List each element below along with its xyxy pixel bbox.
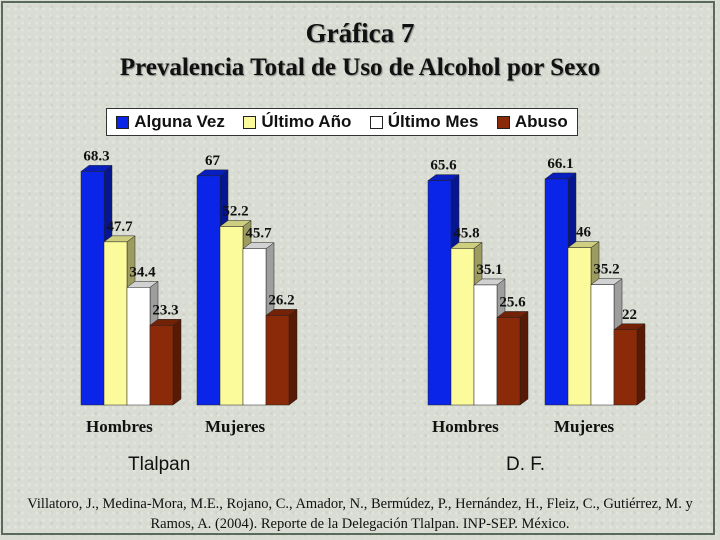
bar-value-label: 67 [205,153,221,169]
bar-value-label: 35.1 [476,262,502,278]
category-label: Hombres [86,417,153,436]
bar-abuso [149,318,182,406]
legend-item-ultimo-ano: Último Año [243,112,351,132]
category-label: Hombres [432,417,499,436]
bar-value-label: 26.2 [268,292,294,308]
category-label: Mujeres [554,417,615,436]
legend-item-ultimo-mes: Último Mes [369,112,479,132]
legend-label: Alguna Vez [134,112,225,131]
bar-value-label: 25.6 [499,294,526,310]
chart-subtitle: Prevalencia Total de Uso de Alcohol por … [119,54,601,81]
bar-abuso [496,310,529,406]
category-label: Mujeres [205,417,266,436]
bar-value-label: 23.3 [152,302,178,318]
group-label-tlalpan: Tlalpan [128,454,191,475]
bar-abuso [613,323,646,406]
legend-item-alguna-vez: Alguna Vez [116,112,225,132]
bar-value-label: 34.4 [129,264,156,280]
bar-value-label: 45.8 [453,225,479,241]
bar-value-label: 68.3 [83,148,109,164]
legend-swatch-alguna-vez [116,115,130,129]
legend-label: Último Año [261,112,352,131]
legend-swatch-abuso [496,115,510,129]
bar-value-label: 46 [576,225,592,241]
group-label-df: D. F. [506,454,546,475]
chart-title: Gráfica 7 [305,18,415,48]
bar-abuso [265,308,298,406]
legend-label: Último Mes [387,112,479,131]
bar-value-label: 22 [622,307,637,323]
bar-value-label: 66.1 [547,156,573,172]
legend-swatch-ultimo-mes [369,115,383,129]
legend-item-abuso: Abuso [496,112,568,132]
source-citation: Villatoro, J., Medina-Mora, M.E., Rojano… [27,496,693,532]
bar-value-label: 65.6 [430,158,457,174]
legend-swatch-ultimo-ano [243,115,257,129]
bar-value-label: 35.2 [593,262,619,278]
legend: Alguna Vez Último Año Último Mes Abuso [106,108,578,136]
legend-label: Abuso [514,112,568,131]
bar-value-label: 45.7 [245,226,272,242]
bar-value-label: 52.2 [222,203,248,219]
bar-value-label: 47.7 [106,219,133,235]
